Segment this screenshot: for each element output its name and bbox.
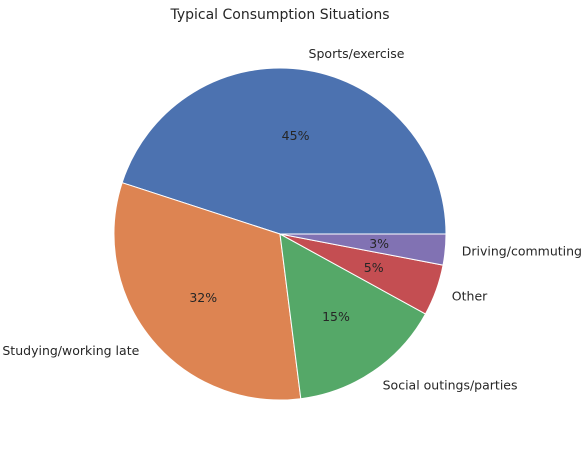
- pie-labels: Sports/exercise 45% Studying/working late 3…: [2, 46, 582, 392]
- slice-label-studying-working-late: Studying/working late: [2, 343, 139, 358]
- chart-title: Typical Consumption Situations: [169, 7, 389, 23]
- pie-slices: [113, 67, 447, 401]
- slice-value-studying-working-late: 32%: [189, 290, 217, 305]
- pie-slice-social-outings-parties: [279, 233, 427, 400]
- pie-slice-sports-exercise: [121, 67, 447, 235]
- slice-label-sports-exercise: Sports/exercise: [309, 46, 405, 61]
- pie-slice-driving-commuting: [279, 233, 447, 266]
- slice-value-other: 5%: [364, 260, 384, 275]
- slice-value-social-outings-parties: 15%: [322, 309, 350, 324]
- slice-value-driving-commuting: 3%: [369, 236, 389, 251]
- slice-label-social-outings-parties: Social outings/parties: [383, 378, 518, 393]
- pie-slice-studying-working-late: [113, 182, 302, 401]
- slice-label-other: Other: [452, 288, 488, 303]
- slice-value-sports-exercise: 45%: [282, 128, 310, 143]
- slice-label-driving-commuting: Driving/commuting: [462, 244, 582, 259]
